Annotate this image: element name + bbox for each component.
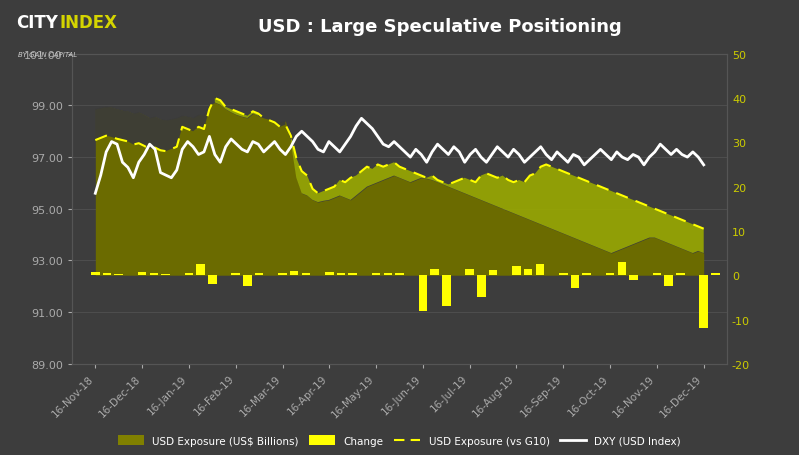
Bar: [676, 273, 685, 276]
Bar: [197, 264, 205, 276]
Text: USD : Large Speculative Positioning: USD : Large Speculative Positioning: [257, 18, 622, 36]
Bar: [302, 273, 310, 276]
Bar: [149, 273, 158, 276]
Bar: [185, 273, 193, 276]
Bar: [442, 276, 451, 307]
Bar: [114, 274, 123, 276]
Bar: [535, 264, 544, 276]
Bar: [348, 273, 357, 276]
Bar: [255, 273, 264, 276]
Bar: [278, 273, 287, 276]
Legend: USD Exposure (US$ Billions), Change, USD Exposure (vs G10), DXY (USD Index): USD Exposure (US$ Billions), Change, USD…: [114, 431, 685, 450]
Bar: [290, 271, 298, 276]
Bar: [138, 272, 146, 276]
Bar: [325, 272, 333, 276]
Bar: [630, 276, 638, 280]
Text: CITY: CITY: [16, 14, 58, 31]
Bar: [512, 267, 521, 276]
Bar: [384, 273, 392, 276]
Bar: [489, 270, 497, 276]
Bar: [337, 273, 345, 276]
Bar: [466, 269, 474, 276]
Bar: [582, 273, 591, 276]
Bar: [396, 273, 403, 276]
Bar: [372, 273, 380, 276]
Bar: [711, 273, 720, 276]
Bar: [559, 273, 567, 276]
Bar: [232, 273, 240, 276]
Bar: [477, 276, 486, 298]
Bar: [699, 276, 708, 329]
Text: INDEX: INDEX: [60, 14, 118, 31]
Bar: [665, 276, 673, 287]
Bar: [208, 276, 217, 284]
Bar: [618, 263, 626, 276]
Bar: [103, 273, 111, 276]
Bar: [653, 273, 661, 276]
Bar: [161, 274, 169, 276]
Bar: [570, 276, 579, 289]
Bar: [91, 272, 100, 276]
Bar: [243, 276, 252, 287]
Text: BY GAIN CAPITAL: BY GAIN CAPITAL: [18, 52, 78, 58]
Bar: [606, 273, 614, 276]
Bar: [431, 269, 439, 276]
Bar: [419, 276, 427, 311]
Bar: [524, 269, 532, 276]
